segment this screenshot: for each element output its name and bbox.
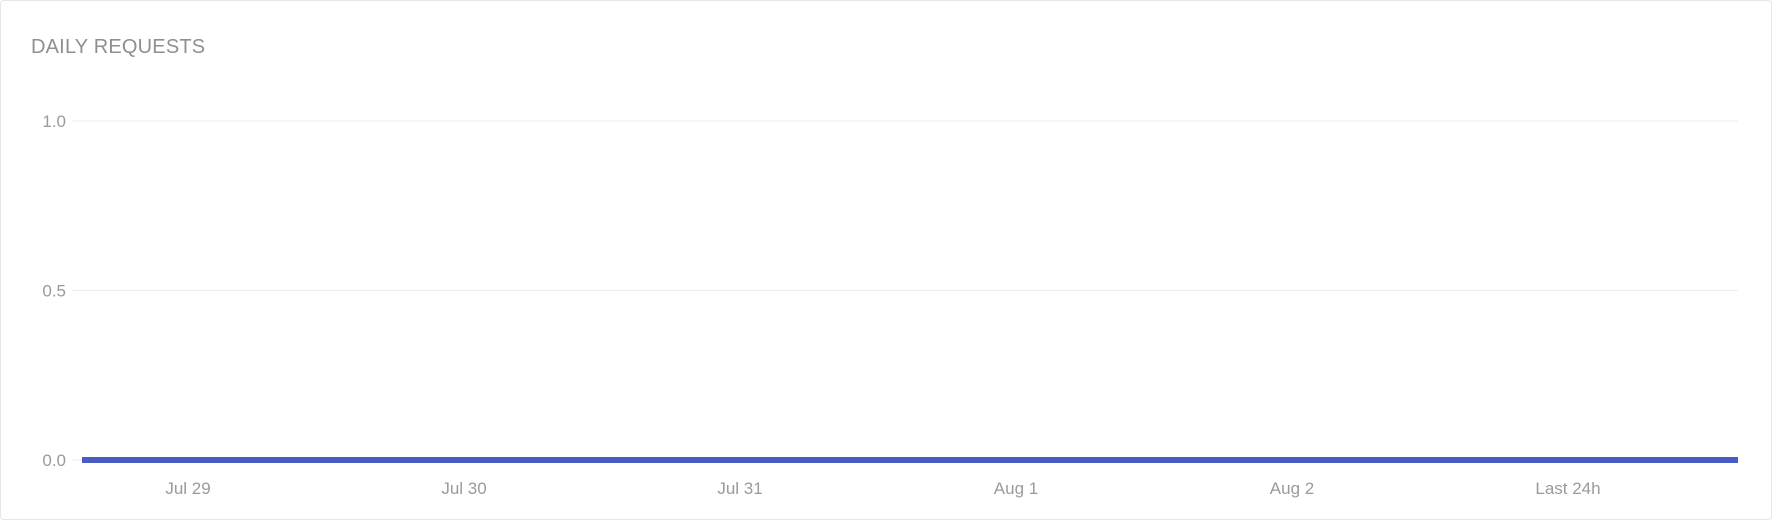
x-tick-label: Aug 1 <box>994 479 1038 498</box>
y-axis: 0.0 0.5 1.0 <box>42 112 66 470</box>
x-tick-label: Last 24h <box>1535 479 1600 498</box>
grid-lines <box>72 120 1738 461</box>
x-axis: Jul 29 Jul 30 Jul 31 Aug 1 Aug 2 Last 24h <box>165 479 1600 498</box>
x-tick-label: Jul 31 <box>717 479 762 498</box>
x-tick-label: Jul 30 <box>441 479 486 498</box>
x-tick-label: Jul 29 <box>165 479 210 498</box>
x-tick-label: Aug 2 <box>1270 479 1314 498</box>
chart-title: DAILY REQUESTS <box>31 36 206 58</box>
y-tick-label: 0.0 <box>42 451 66 470</box>
y-tick-label: 1.0 <box>42 112 66 131</box>
y-tick-label: 0.5 <box>42 282 66 301</box>
chart-card: DAILY REQUESTS <box>0 0 1772 520</box>
